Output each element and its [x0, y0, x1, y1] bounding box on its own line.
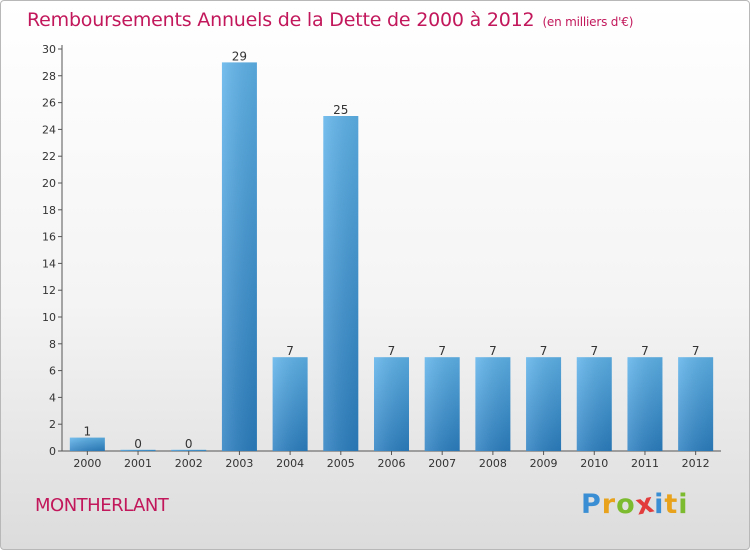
logo-letter: r	[601, 489, 617, 520]
x-tick-label: 2007	[428, 457, 456, 470]
x-tick-label: 2012	[682, 457, 710, 470]
bar-shade	[374, 357, 409, 451]
commune-name: MONTHERLANT	[35, 495, 169, 516]
x-tick-label: 2002	[175, 457, 203, 470]
data-label: 0	[134, 437, 142, 451]
y-tick-label: 18	[42, 204, 56, 217]
x-tick-label: 2009	[530, 457, 558, 470]
bar-shade	[120, 449, 156, 451]
data-label: 7	[489, 344, 497, 358]
y-tick-label: 10	[42, 311, 56, 324]
x-tick-label: 2010	[580, 457, 608, 470]
x-tick-label: 2000	[73, 457, 101, 470]
y-tick-label: 30	[42, 43, 56, 56]
data-labels: 1 0 0 29 7 25 7 7 7 7 7 7 7	[84, 49, 700, 450]
x-tick-label: 2011	[631, 457, 659, 470]
data-label: 25	[333, 103, 348, 117]
y-tick-label: 2	[49, 418, 56, 431]
bar-shade	[678, 357, 714, 451]
logo-letter: o	[616, 489, 636, 520]
x-tick-label: 2006	[378, 457, 406, 470]
data-label: 1	[84, 425, 92, 439]
bar-shade	[526, 357, 562, 451]
proxiti-logo: Proxiti	[581, 487, 689, 521]
bar-shade	[475, 357, 511, 451]
bar-shade	[323, 116, 359, 451]
logo-letter: P	[581, 489, 602, 520]
y-tick-label: 0	[49, 445, 56, 458]
bar-shade	[272, 357, 308, 451]
y-tick-label: 26	[42, 97, 56, 110]
logo-letter: i	[678, 489, 689, 520]
data-label: 29	[232, 49, 247, 63]
data-label: 7	[540, 344, 548, 358]
x-tick-label: 2001	[124, 457, 152, 470]
x-tick-label: 2003	[225, 457, 253, 470]
x-tick-label: 2005	[327, 457, 355, 470]
bar-shade	[171, 449, 207, 451]
y-tick-label: 22	[42, 150, 56, 163]
y-tick-label: 14	[42, 257, 56, 270]
y-tick-label: 16	[42, 231, 56, 244]
bar-shade	[576, 357, 612, 451]
logo-letter: t	[664, 489, 679, 520]
bar-shade	[69, 437, 105, 451]
x-tick-label: 2004	[276, 457, 304, 470]
y-tick-label: 4	[49, 391, 56, 404]
x-tick-label: 2008	[479, 457, 507, 470]
bar-shade	[424, 357, 460, 451]
data-label: 7	[641, 344, 649, 358]
y-tick-label: 6	[49, 365, 56, 378]
logo-letter: i	[654, 489, 665, 520]
y-tick-label: 28	[42, 70, 56, 83]
bar-shade	[221, 62, 257, 452]
y-tick-label: 24	[42, 123, 56, 136]
data-label: 0	[185, 437, 193, 451]
y-tick-label: 8	[49, 338, 56, 351]
chart-title: Remboursements Annuels de la Dette de 20…	[27, 9, 634, 31]
chart-subtitle: (en milliers d'€)	[542, 15, 634, 29]
data-label: 7	[388, 344, 396, 358]
data-label: 7	[438, 344, 446, 358]
bars	[69, 62, 714, 452]
bar-shade	[627, 357, 663, 451]
data-label: 7	[692, 344, 700, 358]
y-tick-label: 20	[42, 177, 56, 190]
data-label: 7	[590, 344, 598, 358]
data-label: 7	[286, 344, 294, 358]
y-tick-label: 12	[42, 284, 56, 297]
